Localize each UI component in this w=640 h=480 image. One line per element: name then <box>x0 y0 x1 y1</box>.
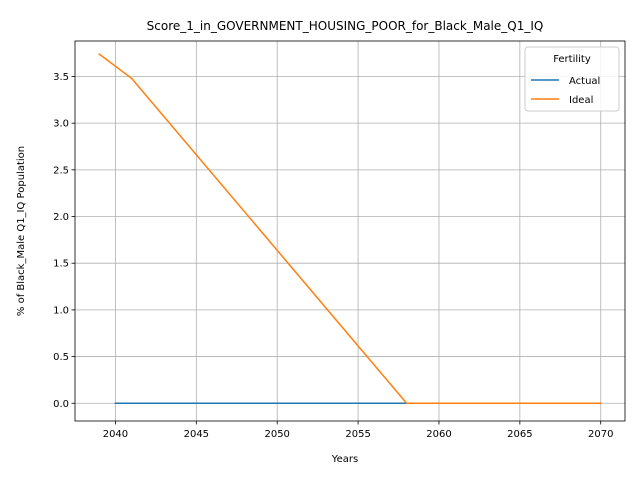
x-tick-label: 2055 <box>345 429 370 440</box>
y-tick-label: 2.5 <box>53 165 69 176</box>
y-axis-label: % of Black_Male Q1_IQ Population <box>16 146 27 316</box>
legend: Fertility Actual Ideal <box>524 46 620 112</box>
x-tick-label: 2065 <box>507 429 532 440</box>
plot-frame <box>74 40 626 422</box>
y-axis: 0.0 0.5 1.0 1.5 2.0 2.5 3.0 3.5 <box>53 72 75 410</box>
y-tick-label: 0.5 <box>53 352 69 363</box>
x-tick-label: 2050 <box>264 429 289 440</box>
x-axis-label: Years <box>331 454 358 465</box>
series-layer <box>98 53 602 405</box>
y-tick-label: 3.5 <box>53 72 69 83</box>
y-tick-label: 1.5 <box>53 259 69 270</box>
y-tick-label: 3.0 <box>53 119 69 130</box>
legend-entry-actual: Actual <box>569 76 600 87</box>
legend-title: Fertility <box>553 54 591 65</box>
chart-title: Score_1_in_GOVERNMENT_HOUSING_POOR_for_B… <box>147 19 544 33</box>
legend-entry-ideal: Ideal <box>569 95 593 106</box>
x-tick-label: 2040 <box>103 429 128 440</box>
y-tick-label: 1.0 <box>53 305 69 316</box>
series-line-ideal <box>98 53 602 405</box>
x-tick-label: 2045 <box>184 429 209 440</box>
x-tick-label: 2070 <box>588 429 613 440</box>
y-tick-label: 2.0 <box>53 212 69 223</box>
x-tick-label: 2060 <box>426 429 451 440</box>
y-tick-label: 0.0 <box>53 399 69 410</box>
x-axis: 2040 2045 2050 2055 2060 2065 2070 <box>103 421 613 440</box>
legend-box <box>524 46 620 112</box>
